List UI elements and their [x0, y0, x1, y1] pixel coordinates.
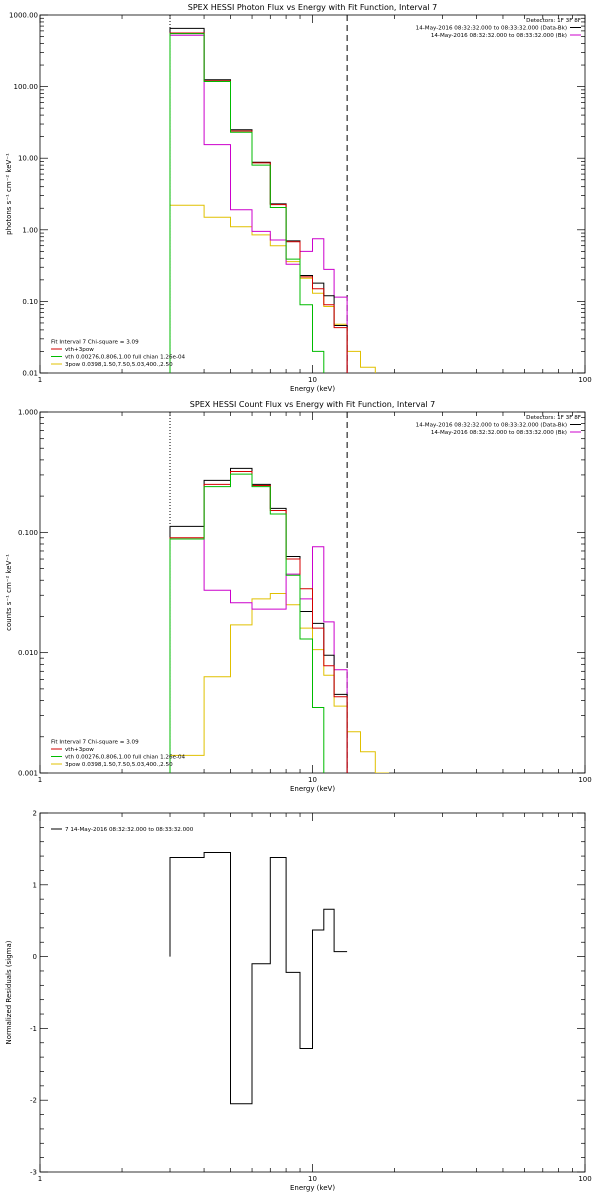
y-tick-label: 0.01: [22, 370, 38, 378]
legend-topright-entry: 14-May-2016 08:32:32.000 to 08:33:32.000…: [431, 33, 567, 39]
legend-bottomleft-entry: 3pow 0.0398,1.50,7.50,5.03,400.,2.50: [65, 762, 173, 768]
x-tick-label: 10: [308, 1175, 317, 1183]
legend-topright-entry: 14-May-2016 08:32:32.000 to 08:33:32.000…: [416, 423, 567, 429]
panel-2: SPEX HESSI Count Flux vs Energy with Fit…: [5, 400, 592, 793]
series-vth: [169, 473, 325, 773]
legend-topright-entry: Detectors: 1F 3F 8F: [526, 415, 581, 421]
series-bk: [169, 34, 348, 373]
y-tick-label: 0.100: [18, 529, 38, 537]
x-tick-label: 10: [308, 376, 317, 384]
y-tick-label: 1000.00: [9, 12, 38, 20]
series-data-bk: [169, 27, 348, 373]
legend-topleft-entry: 7 14-May-2016 08:32:32.000 to 08:33:32.0…: [65, 827, 194, 833]
legend-bottomleft-entry: Fit Interval 7 Chi-square = 3.09: [51, 340, 139, 346]
y-tick-label: -1: [30, 1025, 37, 1033]
series-vth: [169, 33, 325, 373]
legend-bottomleft-entry: vth 0.00276,0.806,1.00 full chian 1.26e-…: [65, 355, 186, 361]
panel-1: SPEX HESSI Photon Flux vs Energy with Fi…: [5, 3, 592, 393]
series-vth-3pow: [169, 471, 348, 773]
y-tick-label: 0: [33, 953, 37, 961]
data-series-group: [169, 852, 348, 1105]
data-series-group: [169, 467, 389, 773]
series-bk: [169, 538, 348, 773]
y-tick-label: 1: [33, 881, 37, 889]
chart-title: SPEX HESSI Photon Flux vs Energy with Fi…: [188, 3, 438, 12]
series-data-bk: [169, 467, 348, 773]
x-tick-label: 100: [578, 376, 591, 384]
panel-3: 1 10 100 Energy (keV) -3 -2 -1 0 1 2 Normalized Re…: [5, 810, 592, 1193]
x-axis-label: Energy (keV): [290, 385, 335, 393]
chart-title: SPEX HESSI Count Flux vs Energy with Fit…: [190, 400, 435, 409]
y-tick-label: 1.00: [22, 226, 38, 234]
y-tick-label: 10.00: [18, 155, 38, 163]
series-3pow: [169, 204, 376, 373]
legend-topright-entry: Detectors: 1F 3F 8F: [526, 18, 581, 24]
x-axis-label: Energy (keV): [290, 1184, 335, 1192]
y-tick-label: 0.10: [22, 298, 38, 306]
legend-bottomleft-entry: Fit Interval 7 Chi-square = 3.09: [51, 740, 139, 746]
legend-bottomleft-entry: vth+3pow: [65, 747, 94, 753]
y-tick-label: -3: [30, 1169, 37, 1177]
y-tick-label: 1.000: [18, 409, 38, 417]
y-tick-label: 0.010: [18, 649, 38, 657]
legend-bottomleft-entry: vth 0.00276,0.806,1.00 full chian 1.26e-…: [65, 755, 186, 761]
y-axis-label: photons s⁻¹ cm⁻² keV⁻¹: [5, 153, 13, 235]
y-tick-label: 100.00: [14, 83, 39, 91]
x-axis-label: Energy (keV): [290, 785, 335, 793]
x-tick-label: 100: [578, 776, 591, 784]
data-series-group: [169, 27, 376, 373]
legend-bottomleft-entry: 3pow 0.0398,1.50,7.50,5.03,400.,2.50: [65, 362, 173, 368]
y-axis-label: Normalized Residuals (sigma): [5, 940, 13, 1044]
series-residuals: [169, 852, 348, 1105]
y-tick-label: -2: [30, 1097, 37, 1105]
legend-topright-entry: 14-May-2016 08:32:32.000 to 08:33:32.000…: [416, 26, 567, 32]
y-tick-label: 0.001: [18, 770, 38, 778]
x-tick-label: 100: [578, 1175, 591, 1183]
x-tick-label: 1: [38, 776, 42, 784]
legend-bottomleft-entry: vth+3pow: [65, 347, 94, 353]
series-3pow: [169, 593, 389, 773]
legend-topright-entry: 14-May-2016 08:32:32.000 to 08:33:32.000…: [431, 430, 567, 436]
y-axis-label: counts s⁻¹ cm⁻² keV⁻¹: [5, 554, 13, 631]
x-tick-label: 1: [38, 376, 42, 384]
y-tick-label: 2: [33, 810, 37, 818]
x-tick-label: 10: [308, 776, 317, 784]
x-tick-label: 1: [38, 1175, 42, 1183]
